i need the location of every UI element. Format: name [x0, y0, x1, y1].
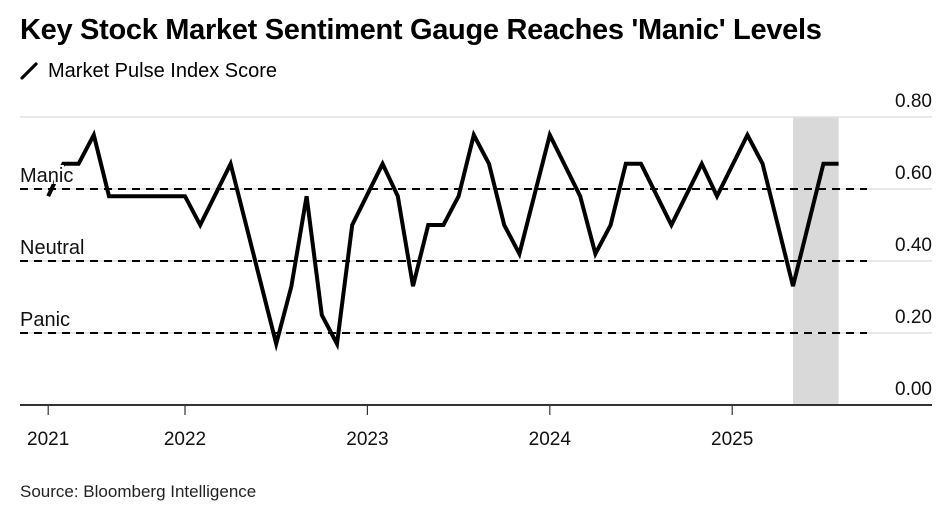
x-tick-label: 2023 [346, 429, 388, 450]
legend: Market Pulse Index Score [20, 58, 277, 84]
x-tick-label: 2021 [27, 429, 69, 450]
zone-label-manic: Manic [20, 165, 73, 187]
source-note: Source: Bloomberg Intelligence [20, 482, 257, 501]
chart-title: Key Stock Market Sentiment Gauge Reaches… [20, 14, 822, 46]
line-icon [20, 62, 38, 80]
zone-label-panic: Panic [20, 309, 70, 331]
series-line [46, 129, 839, 352]
y-tick-label: 0.40 [895, 235, 932, 256]
y-tick-label: 0.20 [895, 307, 932, 328]
y-tick-label: 0.60 [895, 163, 932, 184]
x-tick-label: 2024 [529, 429, 572, 450]
legend-label: Market Pulse Index Score [48, 59, 277, 82]
y-tick-label: 0.00 [895, 379, 932, 400]
x-tick-label: 2022 [164, 429, 206, 450]
x-tick-label: 2025 [711, 429, 753, 450]
y-tick-label: 0.80 [895, 91, 932, 112]
zone-label-neutral: Neutral [20, 237, 84, 259]
